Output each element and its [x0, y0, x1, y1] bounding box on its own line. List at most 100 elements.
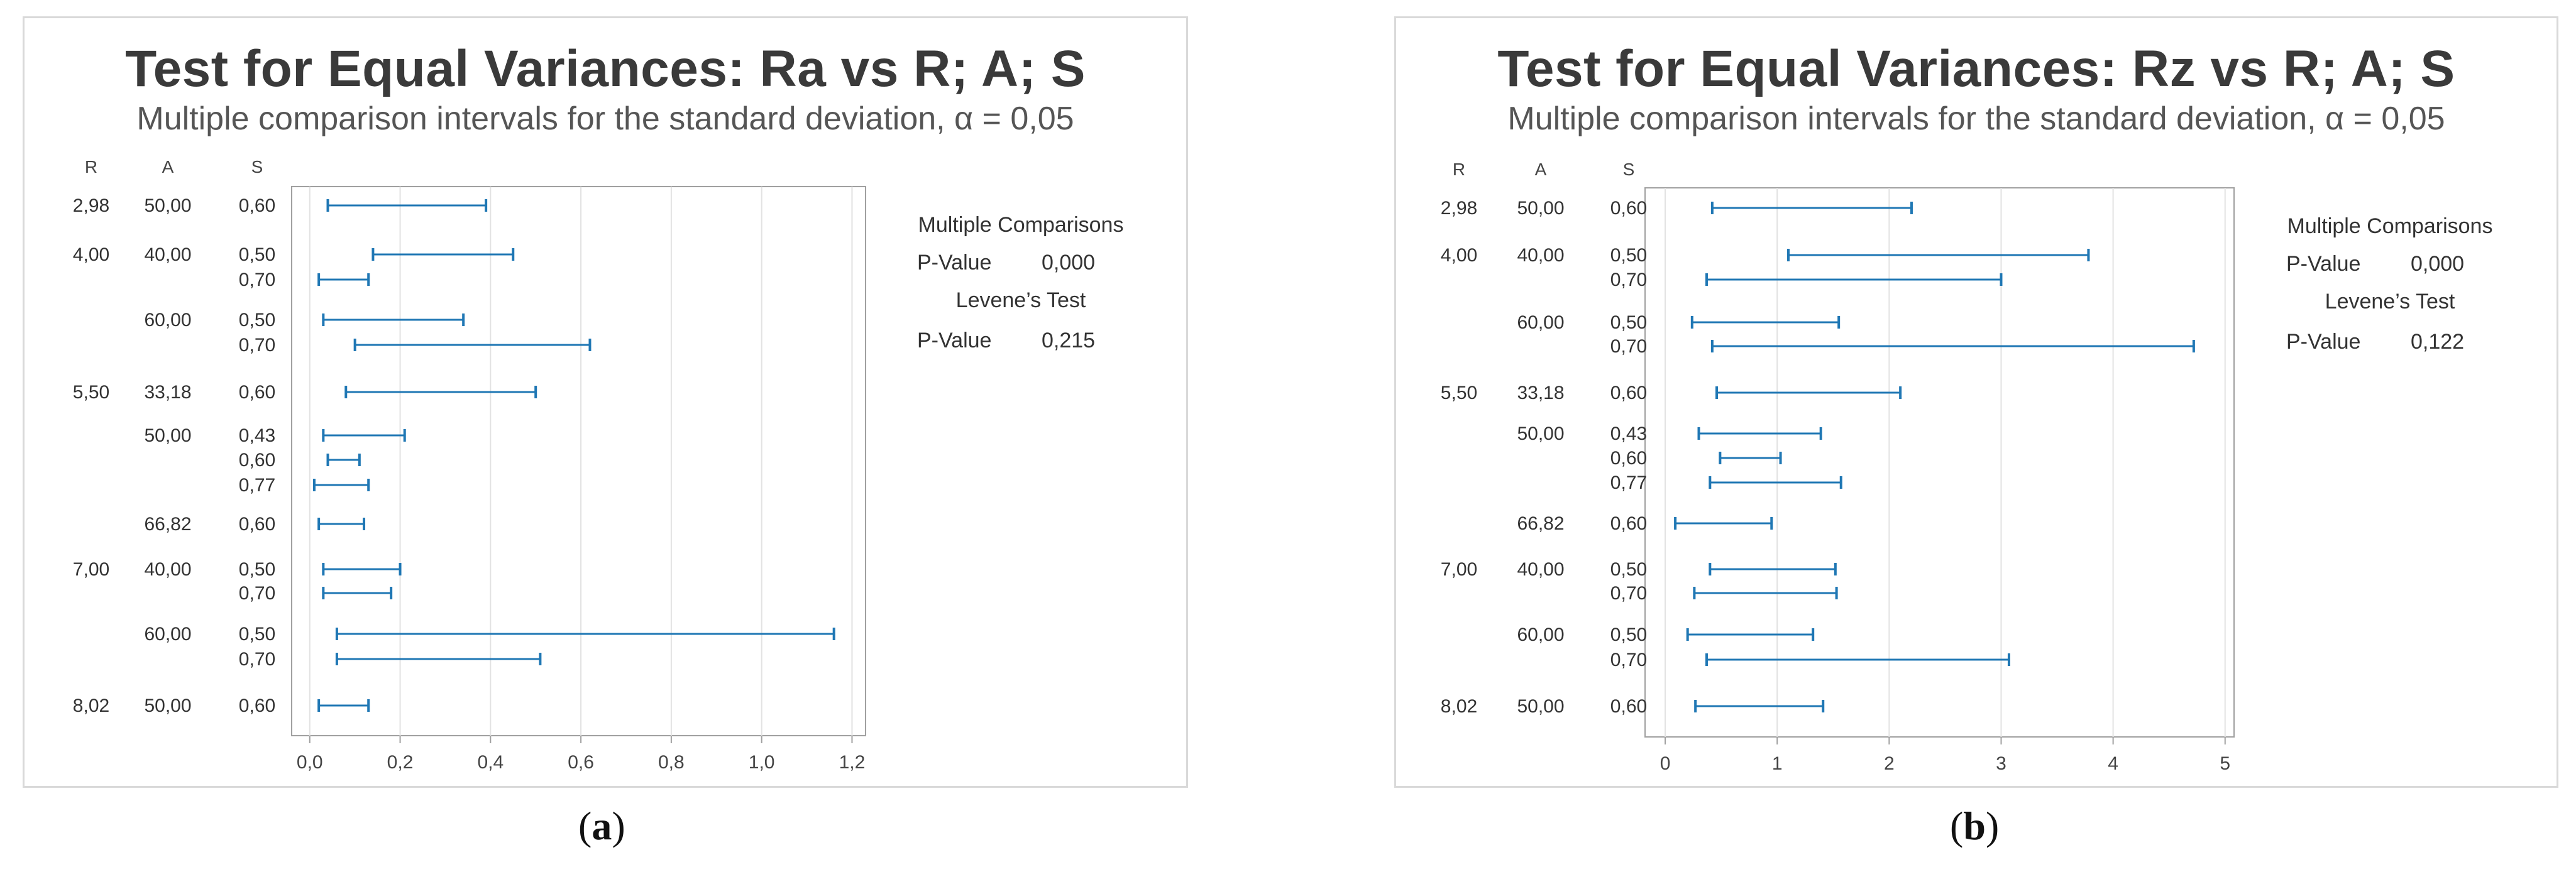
- row-label-s: 0,50: [239, 310, 275, 330]
- chart-title: Test for Equal Variances: Ra vs R; A; S: [125, 40, 1086, 97]
- row-label-a: 40,00: [144, 559, 191, 580]
- x-tick-label: 0,4: [477, 752, 504, 773]
- mc-pvalue: 0,000: [2411, 252, 2465, 276]
- chart-panel-a: Test for Equal Variances: Ra vs R; A; S …: [23, 16, 1188, 788]
- row-label-s: 0,60: [1610, 696, 1647, 717]
- row-label-r: 4,00: [73, 244, 109, 265]
- row-label-a: 60,00: [144, 624, 191, 645]
- row-label-s: 0,43: [239, 425, 275, 446]
- caption-letter: a: [592, 804, 612, 848]
- caption-letter: b: [1963, 804, 1986, 848]
- lev-pvalue: 0,122: [2411, 330, 2465, 354]
- x-tick-label: 1: [1772, 753, 1783, 774]
- row-label-s: 0,60: [1610, 198, 1647, 219]
- row-label-a: 60,00: [144, 310, 191, 330]
- row-label-s: 0,43: [1610, 423, 1647, 444]
- row-label-s: 0,70: [239, 335, 275, 356]
- x-tick-label: 0,2: [387, 752, 414, 773]
- row-label-r: 5,50: [1441, 383, 1477, 403]
- row-label-s: 0,60: [239, 450, 275, 471]
- row-label-s: 0,50: [239, 559, 275, 580]
- x-tick-label: 0,6: [568, 752, 594, 773]
- row-label-a: 60,00: [1517, 624, 1564, 645]
- row-label-s: 0,77: [239, 475, 275, 496]
- lev-pvalue-label: P-Value: [2286, 330, 2361, 354]
- row-label-s: 0,70: [239, 270, 275, 290]
- plot-area: [291, 186, 866, 736]
- interval-plot: 0,0 0,2 0,4 0,6 0,8 1,0 1,2 R A S 2,98 50,00 0,60 4,0…: [73, 157, 866, 773]
- row-label-s: 0,50: [1610, 559, 1647, 580]
- row-label-a: 50,00: [1517, 696, 1564, 717]
- row-label-a: 50,00: [1517, 198, 1564, 219]
- row-label-s: 0,70: [1610, 650, 1647, 670]
- row-label-a: 50,00: [1517, 423, 1564, 444]
- stats-box: Multiple Comparisons P-Value 0,000 Leven…: [2267, 214, 2531, 403]
- x-tick-label: 2: [1884, 753, 1895, 774]
- x-tick-label: 0,8: [658, 752, 685, 773]
- levene-heading: Levene’s Test: [2325, 290, 2455, 313]
- row-label-s: 0,70: [1610, 583, 1647, 604]
- x-tick-label: 5: [2220, 753, 2230, 774]
- row-label-a: 66,82: [1517, 513, 1564, 534]
- row-label-s: 0,70: [239, 649, 275, 670]
- x-tick-label: 0: [1660, 753, 1671, 774]
- row-label-s: 0,60: [1610, 383, 1647, 403]
- row-label-a: 50,00: [144, 425, 191, 446]
- row-label-s: 0,60: [239, 695, 275, 716]
- row-label-r: 4,00: [1441, 245, 1477, 266]
- row-label-s: 0,60: [239, 514, 275, 535]
- chart-subtitle: Multiple comparison intervals for the st…: [136, 101, 1074, 137]
- row-label-s: 0,50: [239, 244, 275, 265]
- mc-pvalue-label: P-Value: [917, 251, 992, 275]
- lev-pvalue-label: P-Value: [917, 329, 992, 352]
- row-label-s: 0,60: [1610, 448, 1647, 469]
- stats-box: Multiple Comparisons P-Value 0,000 Leven…: [898, 213, 1162, 401]
- row-label-s: 0,60: [239, 195, 275, 216]
- mc-pvalue: 0,000: [1042, 251, 1096, 275]
- row-label-a: 33,18: [1517, 383, 1564, 403]
- column-header: A: [162, 157, 174, 177]
- row-label-r: 2,98: [73, 195, 109, 216]
- row-label-r: 5,50: [73, 382, 109, 403]
- levene-heading: Levene’s Test: [955, 288, 1086, 312]
- row-label-a: 40,00: [144, 244, 191, 265]
- mc-pvalue-label: P-Value: [2286, 252, 2361, 276]
- column-header: R: [85, 157, 97, 177]
- row-label-s: 0,60: [1610, 513, 1647, 534]
- column-header: A: [1535, 160, 1547, 179]
- row-label-s: 0,50: [1610, 312, 1647, 333]
- multiple-comparisons-heading: Multiple Comparisons: [918, 213, 1124, 237]
- row-label-a: 40,00: [1517, 245, 1564, 266]
- caption-b: (b): [1950, 804, 2000, 848]
- x-tick-label: 1,0: [749, 752, 775, 773]
- column-header: R: [1453, 160, 1465, 179]
- row-label-s: 0,60: [239, 382, 275, 403]
- row-label-s: 0,70: [1610, 270, 1647, 290]
- interval-plot: 0 1 2 3 4 5 R A S 2,98 50,00 0,60 4,00 40,00 0,50 0,70 6…: [1441, 160, 2235, 774]
- x-tick-label: 3: [1996, 753, 2006, 774]
- chart-panel-b: Test for Equal Variances: Rz vs R; A; S …: [1394, 16, 2558, 788]
- row-label-a: 60,00: [1517, 312, 1564, 333]
- row-label-r: 7,00: [73, 559, 109, 580]
- row-label-s: 0,77: [1610, 472, 1647, 493]
- x-tick-label: 1,2: [839, 752, 866, 773]
- x-tick-label: 0,0: [297, 752, 323, 773]
- row-label-a: 33,18: [144, 382, 191, 403]
- chart-subtitle: Multiple comparison intervals for the st…: [1507, 101, 2445, 137]
- chart-title: Test for Equal Variances: Rz vs R; A; S: [1497, 40, 2455, 97]
- row-label-r: 8,02: [73, 695, 109, 716]
- row-label-s: 0,70: [239, 583, 275, 604]
- x-tick-label: 4: [2108, 753, 2118, 774]
- caption-a: (a): [578, 804, 625, 848]
- row-label-s: 0,50: [239, 624, 275, 645]
- column-header: S: [1623, 160, 1635, 179]
- row-label-a: 66,82: [144, 514, 191, 535]
- row-label-a: 40,00: [1517, 559, 1564, 580]
- multiple-comparisons-heading: Multiple Comparisons: [2287, 214, 2493, 238]
- row-label-s: 0,50: [1610, 624, 1647, 645]
- plot-area: [1644, 187, 2235, 738]
- row-label-s: 0,70: [1610, 336, 1647, 357]
- lev-pvalue: 0,215: [1042, 329, 1096, 352]
- row-label-a: 50,00: [144, 195, 191, 216]
- row-label-s: 0,50: [1610, 245, 1647, 266]
